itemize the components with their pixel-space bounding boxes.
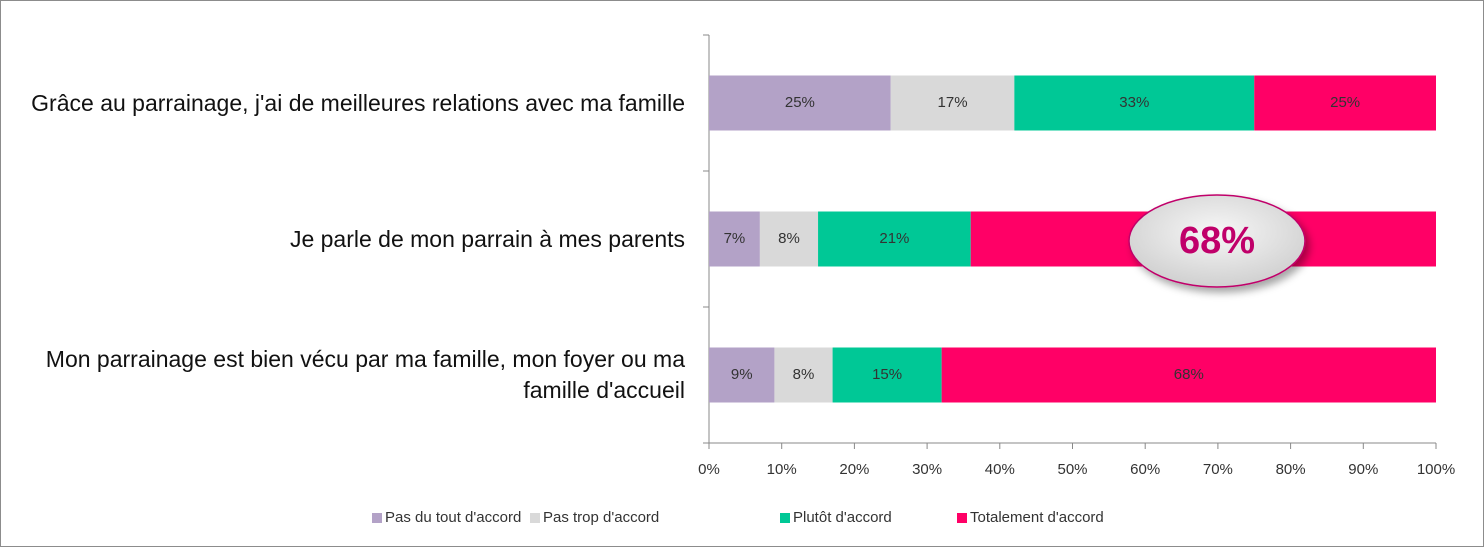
data-label: 25% (1330, 94, 1360, 111)
bubble (1128, 194, 1306, 288)
x-tick-label: 10% (767, 461, 797, 478)
category-label: Mon parrainage est bien vécu par ma fami… (45, 346, 685, 403)
bar-segment (709, 75, 891, 131)
legend-swatch (530, 513, 540, 523)
data-label: 7% (724, 230, 746, 247)
legend-swatch (957, 513, 967, 523)
x-tick-label: 80% (1276, 461, 1306, 478)
x-tick-label: 30% (912, 461, 942, 478)
bar-segment (890, 75, 1015, 131)
annotation: 68% (1179, 220, 1255, 262)
x-tick-label: 90% (1348, 461, 1378, 478)
x-tick-label: 60% (1130, 461, 1160, 478)
data-label: 25% (785, 94, 815, 111)
annotation-bubble: 68% (1128, 194, 1306, 288)
data-label: 8% (778, 230, 800, 247)
legend-label: Totalement d'accord (970, 509, 1104, 526)
bar-segment (1254, 75, 1436, 131)
x-tick-label: 100% (1417, 461, 1455, 478)
legend-label: Pas du tout d'accord (385, 509, 521, 526)
bar-segment (709, 347, 775, 403)
legend-swatch (780, 513, 790, 523)
bar-segment (832, 347, 942, 403)
bar-segment (709, 211, 760, 267)
data-label: 9% (731, 366, 753, 383)
x-tick-label: 70% (1203, 461, 1233, 478)
x-tick-label: 20% (839, 461, 869, 478)
x-tick-label: 40% (985, 461, 1015, 478)
bar-segment (1014, 75, 1255, 131)
bar-segment (818, 211, 971, 267)
bar-segment (941, 347, 1436, 403)
data-label: 33% (1119, 94, 1149, 111)
data-label: 8% (793, 366, 815, 383)
legend-label: Plutôt d'accord (793, 509, 892, 526)
data-label: 68% (1174, 366, 1204, 383)
category-label: Je parle de mon parrain à mes parents (289, 225, 685, 252)
legend-swatch (372, 513, 382, 523)
data-label: 17% (938, 94, 968, 111)
category-label: Grâce au parrainage, j'ai de meilleures … (31, 89, 685, 116)
bar-segment (774, 347, 833, 403)
x-tick-label: 0% (698, 461, 720, 478)
legend-label: Pas trop d'accord (543, 509, 659, 526)
data-label: 21% (879, 230, 909, 247)
data-label: 15% (872, 366, 902, 383)
x-tick-label: 50% (1057, 461, 1087, 478)
bar-segment (759, 211, 819, 267)
